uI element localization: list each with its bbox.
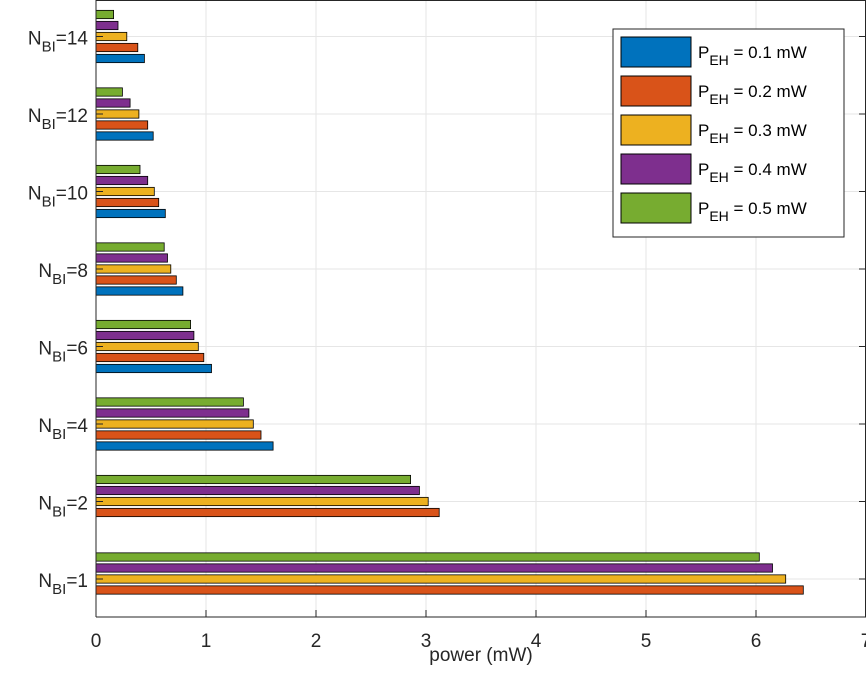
y-tick-label: NBI=8	[38, 261, 88, 288]
bar	[95, 87, 123, 97]
legend-entry-label: PEH = 0.1 mW	[698, 43, 807, 68]
x-axis-label: power (mW)	[429, 645, 532, 666]
legend-entry-label: PEH = 0.4 mW	[698, 160, 807, 185]
y-tick-label: NBI=4	[38, 416, 88, 443]
bar	[95, 507, 440, 518]
bar	[95, 330, 195, 341]
legend-entry-label: PEH = 0.3 mW	[698, 121, 807, 146]
bar	[95, 552, 760, 562]
bar	[95, 496, 429, 507]
x-tick-label: 1	[201, 631, 212, 652]
legend-entry-label: PEH = 0.2 mW	[698, 82, 807, 107]
legend-swatch	[620, 153, 692, 185]
bar	[95, 9, 115, 20]
bars	[95, 9, 804, 595]
bar	[95, 98, 131, 108]
bar	[95, 441, 274, 451]
bar	[95, 563, 773, 573]
bar	[95, 208, 166, 219]
x-tick-label: 0	[91, 631, 102, 652]
bar	[95, 286, 184, 296]
bar	[95, 585, 804, 595]
bar	[95, 275, 177, 285]
y-tick-label: NBI=10	[28, 184, 88, 211]
bar	[95, 164, 141, 175]
legend-entry-label: PEH = 0.5 mW	[698, 199, 807, 224]
x-tick-label: 6	[751, 631, 762, 652]
legend-swatch	[620, 114, 692, 146]
bar	[95, 319, 191, 330]
legend: PEH = 0.1 mW PEH = 0.2 mW PEH = 0.3 mW PEH …	[612, 28, 845, 238]
legend-swatch	[620, 75, 692, 107]
bar	[95, 186, 155, 197]
bar	[95, 363, 212, 374]
y-tick-label: NBI=6	[38, 339, 88, 366]
bar	[95, 131, 154, 141]
bar	[95, 485, 420, 496]
bar	[95, 20, 119, 31]
bar	[95, 341, 199, 352]
bar	[95, 474, 412, 485]
legend-swatch	[620, 192, 692, 224]
y-tick-label: NBI=12	[28, 106, 88, 133]
x-tick-label: 3	[421, 631, 432, 652]
bar	[95, 352, 205, 363]
bar	[95, 53, 145, 64]
bar	[95, 42, 139, 53]
bar	[95, 430, 262, 440]
y-tick-label: NBI=2	[38, 494, 88, 521]
y-tick-label: NBI=14	[28, 29, 89, 56]
bar	[95, 175, 149, 186]
bar	[95, 242, 165, 252]
tick-labels: 0 1 2 3 4 5 6 7 NBI=1 NBI=2 NBI=4 NBI=6 NBI=8 NBI=10 N…	[28, 29, 866, 653]
bar	[95, 574, 787, 584]
bar	[95, 419, 254, 429]
y-tick-label: NBI=1	[38, 571, 88, 598]
x-tick-label: 2	[311, 631, 322, 652]
legend-swatch	[620, 36, 692, 68]
bar	[95, 397, 244, 407]
bar	[95, 253, 168, 263]
bar	[95, 197, 160, 208]
bar	[95, 264, 172, 274]
bar	[95, 408, 250, 418]
bar	[95, 120, 149, 130]
x-tick-label: 7	[861, 631, 866, 652]
x-tick-label: 4	[531, 631, 542, 652]
x-tick-label: 5	[641, 631, 652, 652]
